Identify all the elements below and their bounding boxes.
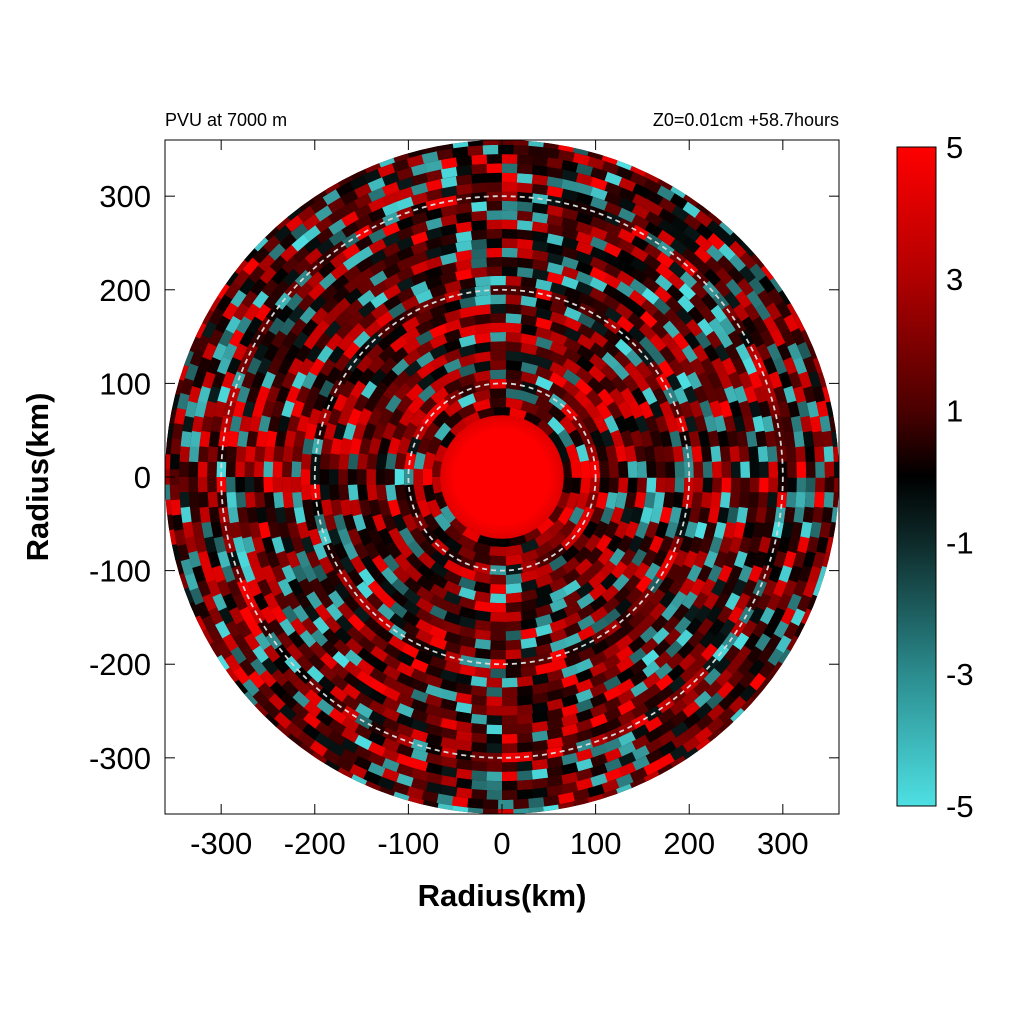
axis-tick-marks <box>165 140 839 814</box>
y-tick-label: 100 <box>99 366 151 401</box>
x-tick-label: 100 <box>570 826 622 861</box>
y-tick-label: 0 <box>134 460 151 495</box>
x-axis-title: Radius(km) <box>418 878 587 913</box>
y-tick-label: -300 <box>89 741 151 776</box>
y-tick-label: 300 <box>99 179 151 214</box>
title-left: PVU at 7000 m <box>165 110 287 130</box>
colorbar-tick-label: 1 <box>946 394 963 429</box>
x-tick-label: 300 <box>757 826 809 861</box>
y-tick-labels: 300 200 100 0 -100 -200 -300 <box>89 179 151 776</box>
y-tick-label: -200 <box>89 647 151 682</box>
plot-area <box>164 139 840 815</box>
dashed-radius-circles <box>220 195 784 759</box>
x-tick-label: -100 <box>377 826 439 861</box>
colorbar-tick-label: 3 <box>946 262 963 297</box>
x-tick-label: -300 <box>190 826 252 861</box>
x-tick-label: 0 <box>493 826 510 861</box>
pv-field-disk <box>165 140 839 814</box>
colorbar-tick-labels: 5 3 1 -1 -3 -5 <box>946 130 974 824</box>
dashed-circle-200km <box>313 288 691 666</box>
x-tick-labels: -300 -200 -100 0 100 200 300 <box>190 826 809 861</box>
dashed-circle-300km <box>220 195 784 759</box>
y-tick-label: -100 <box>89 554 151 589</box>
colorbar-tick-label: -5 <box>946 789 974 824</box>
colorbar-gradient <box>896 146 937 807</box>
pv-core <box>440 415 564 539</box>
colorbar-tick-label: 5 <box>946 130 963 165</box>
y-axis-title: Radius(km) <box>20 393 55 562</box>
colorbar-tick-label: -3 <box>946 657 974 692</box>
dashed-circle-100km <box>407 382 597 572</box>
x-tick-label: -200 <box>284 826 346 861</box>
x-tick-label: 200 <box>663 826 715 861</box>
y-tick-label: 200 <box>99 273 151 308</box>
title-right: Z0=0.01cm +58.7hours <box>653 110 839 130</box>
colorbar: 5 3 1 -1 -3 -5 <box>896 130 974 824</box>
colorbar-tick-label: -1 <box>946 525 974 560</box>
